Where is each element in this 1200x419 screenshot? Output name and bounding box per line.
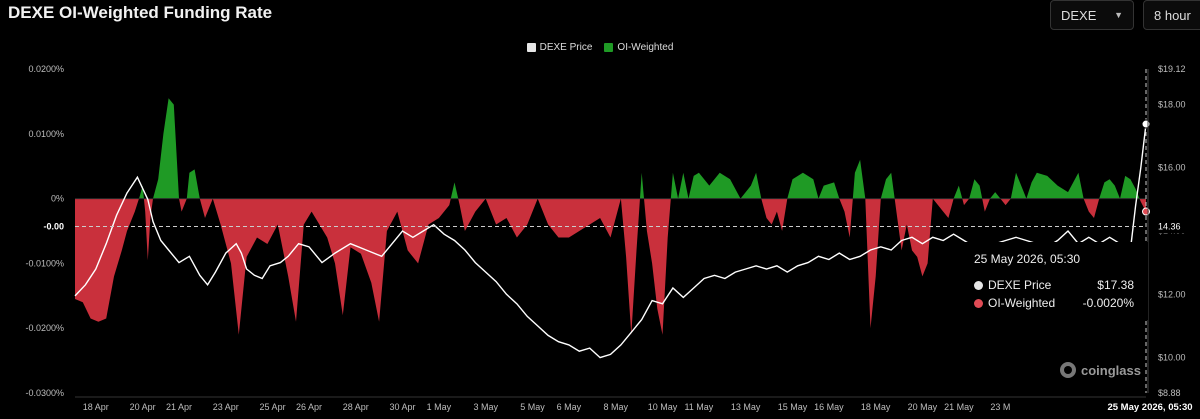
x-axis-tick-label: 21 Apr: [166, 402, 192, 412]
interval-select[interactable]: 8 hour: [1143, 0, 1200, 30]
legend-swatch-funding: [604, 43, 614, 52]
x-axis-tick-label: 18 Apr: [83, 402, 109, 412]
right-axis-tick-label: $16.00: [1158, 163, 1186, 173]
price-point-marker: [1141, 119, 1151, 129]
tooltip-value-funding: -0.0020%: [1082, 296, 1134, 310]
x-crosshair-label-bg: [1100, 400, 1200, 414]
legend-label-price: DEXE Price: [539, 42, 593, 53]
right-crosshair-label-bg: [1154, 219, 1190, 234]
x-axis-tick-label: 23 M: [990, 402, 1010, 412]
x-axis-tick-label: 8 May: [603, 402, 628, 412]
right-axis-tick-label: $8.88: [1158, 388, 1181, 398]
x-axis-tick-label: 6 May: [557, 402, 582, 412]
right-axis-tick-label: $18.00: [1158, 99, 1186, 109]
tooltip-row-funding: OI-Weighted -0.0020%: [974, 296, 1134, 310]
interval-select-value: 8 hour: [1154, 7, 1191, 23]
x-axis-tick-label: 3 May: [473, 402, 498, 412]
watermark-text: coinglass: [1081, 362, 1141, 378]
coinglass-logo-icon: [1060, 362, 1076, 378]
x-axis-tick-label: 11 May: [684, 402, 713, 412]
x-axis-tick-label: 28 Apr: [343, 402, 369, 412]
x-crosshair-label: 25 May 2026, 05:30: [1107, 402, 1192, 413]
x-axis-tick-label: 21 May: [944, 402, 974, 412]
x-axis-tick-label: 23 Apr: [213, 402, 239, 412]
chart-legend: DEXE Price OI-Weighted: [0, 42, 1200, 53]
right-crosshair-label: 14.36: [1158, 222, 1181, 232]
legend-item-price[interactable]: DEXE Price: [526, 42, 593, 53]
left-axis-tick-label: 0.0100%: [28, 129, 64, 139]
x-axis-tick-label: 13 May: [731, 402, 761, 412]
funding-area-positive: [75, 98, 1146, 199]
legend-label-funding: OI-Weighted: [617, 42, 674, 53]
right-axis-tick-label: $12.00: [1158, 289, 1186, 299]
x-axis-tick-label: 26 Apr: [296, 402, 322, 412]
tooltip-label-price: DEXE Price: [988, 278, 1052, 292]
x-axis-tick-label: 18 May: [861, 402, 891, 412]
crosshair-tooltip: 25 May 2026, 05:30 DEXE Price $17.38 OI-…: [958, 242, 1148, 320]
tooltip-dot-price: [974, 280, 983, 290]
tooltip-title: 25 May 2026, 05:30: [974, 252, 1081, 266]
left-axis-tick-label: -0.0200%: [25, 323, 64, 333]
left-axis-tick-label: 0.0200%: [28, 64, 64, 74]
left-axis-tick-label: 0%: [51, 194, 64, 204]
tooltip-row-price: DEXE Price $17.38: [974, 278, 1134, 292]
left-axis-tick-label: -0.0100%: [25, 258, 64, 268]
right-axis-tick-label: $10.00: [1158, 353, 1186, 363]
left-crosshair-label: -0.00: [43, 222, 64, 232]
x-axis-tick-label: 16 May: [814, 402, 844, 412]
tooltip-label-funding: OI-Weighted: [988, 296, 1056, 310]
legend-swatch-price: [526, 43, 536, 52]
left-axis-tick-label: -0.0300%: [25, 388, 64, 398]
tooltip-dot-funding: [974, 298, 983, 308]
x-axis-tick-label: 1 May: [427, 402, 452, 412]
coinglass-watermark: coinglass: [1060, 362, 1141, 378]
x-axis-tick-label: 20 Apr: [130, 402, 156, 412]
x-axis-tick-label: 10 May: [648, 402, 678, 412]
right-axis-tick-label: $19.12: [1158, 64, 1186, 74]
page-title: DEXE OI-Weighted Funding Rate: [8, 3, 273, 22]
legend-item-funding[interactable]: OI-Weighted: [604, 42, 673, 53]
chevron-down-icon: ▼: [1114, 10, 1123, 20]
x-axis-tick-label: 5 May: [520, 402, 545, 412]
funding-area-negative: [75, 198, 1146, 335]
x-axis-tick-label: 15 May: [778, 402, 808, 412]
tooltip-value-price: $17.38: [1097, 278, 1134, 292]
x-axis-tick-label: 20 May: [908, 402, 938, 412]
symbol-select-value: DEXE: [1061, 7, 1097, 23]
x-axis-tick-label: 30 Apr: [390, 402, 416, 412]
symbol-select[interactable]: DEXE ▼: [1050, 0, 1134, 30]
x-axis-tick-label: 25 Apr: [260, 402, 286, 412]
